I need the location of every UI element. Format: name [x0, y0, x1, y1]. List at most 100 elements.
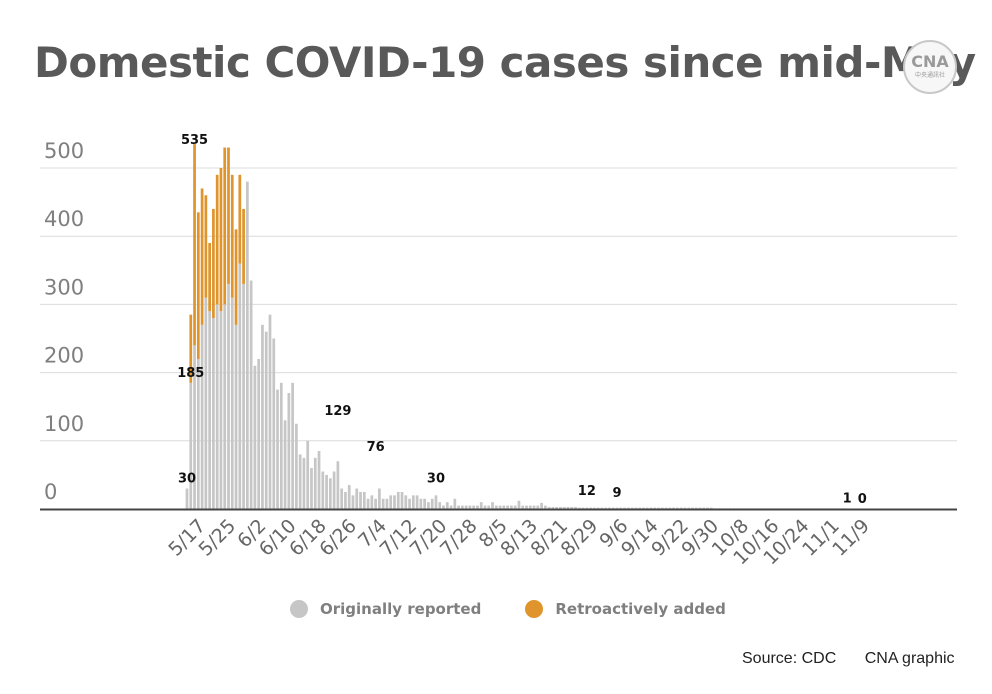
bar-original — [227, 283, 230, 509]
bar-original — [698, 507, 702, 509]
bar-retro — [215, 174, 219, 305]
legend-label-retro: Retroactively added — [555, 600, 726, 618]
bar-original — [694, 507, 698, 509]
data-label: 129 — [324, 404, 351, 419]
bar-original — [547, 506, 551, 509]
bar-original — [340, 488, 344, 509]
bar-original — [706, 507, 709, 509]
bar-original — [344, 491, 347, 509]
bar-original — [449, 505, 453, 509]
bar-original — [525, 505, 528, 509]
bar-original — [366, 498, 370, 509]
bar-original — [634, 507, 638, 509]
bar-original — [325, 474, 328, 509]
bar-original — [389, 495, 393, 509]
bar-retro — [212, 208, 215, 319]
bar-original — [215, 304, 219, 509]
bar-original — [562, 506, 566, 509]
bar-original — [581, 507, 585, 509]
bar-original — [264, 331, 268, 509]
bar-original — [672, 507, 675, 509]
chart-title: Domestic COVID-19 cases since mid-May — [34, 38, 976, 87]
bar-original — [196, 358, 200, 509]
bar-original — [574, 506, 577, 509]
y-tick-label: 400 — [44, 207, 84, 231]
bar-original — [310, 468, 313, 509]
bar-retro — [227, 147, 230, 284]
bar-original — [691, 507, 694, 509]
bar-original — [295, 423, 298, 509]
bar-original — [664, 507, 668, 509]
bar-retro — [196, 212, 200, 359]
data-label: 30 — [178, 472, 196, 487]
y-tick-label: 500 — [44, 139, 84, 163]
cna-logo-subtext: 中央通訊社 — [914, 73, 945, 79]
bar-original — [408, 498, 411, 509]
data-label: 12 — [578, 484, 596, 499]
bar-original — [679, 507, 683, 509]
data-label: 30 — [427, 472, 445, 487]
bar-original — [540, 502, 543, 509]
bar-original — [396, 491, 400, 509]
bar-original — [630, 507, 634, 509]
bar-original — [306, 440, 310, 509]
legend-item-original: Originally reported — [290, 600, 481, 618]
bar-original — [212, 318, 215, 509]
bar-original — [287, 393, 291, 509]
bar-original — [468, 505, 472, 509]
bar-original — [434, 495, 438, 509]
bar-original — [185, 488, 189, 509]
bar-original — [566, 506, 570, 509]
bar-original — [619, 507, 623, 509]
source-text: Source: CDC — [742, 650, 837, 667]
bar-original — [257, 358, 261, 509]
bar-original — [272, 338, 276, 509]
bar-original — [302, 457, 306, 509]
bar-retro — [204, 195, 208, 298]
bar-original — [544, 505, 547, 509]
bar-original — [593, 507, 596, 509]
bar-original — [400, 491, 404, 509]
y-tick-label: 100 — [44, 412, 84, 436]
bar-original — [487, 505, 491, 509]
legend-swatch-original — [290, 600, 308, 618]
bar-original — [642, 507, 645, 509]
bar-retro — [200, 188, 204, 325]
bar-retro — [193, 144, 196, 346]
bar-original — [442, 505, 445, 509]
bar-original — [355, 488, 359, 509]
graphic-credit: CNA graphic — [864, 650, 955, 667]
bar-original — [464, 505, 468, 509]
bar-original — [596, 507, 600, 509]
bar-original — [430, 498, 434, 509]
bar-original — [457, 505, 460, 509]
bar-original — [370, 495, 374, 509]
bar-original — [381, 498, 385, 509]
chart-legend: Originally reported Retroactively added — [290, 600, 726, 618]
bar-original — [623, 507, 626, 509]
bar-original — [702, 507, 706, 509]
bar-original — [253, 365, 257, 509]
bar-original — [626, 507, 630, 509]
bar-original — [611, 507, 615, 509]
bar-original — [532, 505, 536, 509]
bar-original — [498, 505, 502, 509]
bar-original — [453, 498, 457, 509]
bar-original — [385, 498, 389, 509]
data-label: 185 — [177, 366, 204, 381]
bar-original — [208, 311, 211, 509]
cna-logo: CNA 中央通訊社 — [903, 40, 957, 94]
bar-original — [189, 382, 193, 509]
bar-original — [423, 498, 427, 509]
bar-original — [483, 505, 487, 509]
bar-original — [555, 506, 559, 509]
bar-original — [234, 324, 238, 509]
bar-original — [291, 382, 294, 509]
source-credit: Source: CDC CNA graphic — [742, 650, 955, 668]
bar-original — [279, 382, 283, 509]
bar-original — [551, 506, 555, 509]
bar-original — [479, 502, 483, 509]
bar-original — [608, 507, 611, 509]
bar-original — [298, 454, 302, 509]
bar-original — [494, 505, 498, 509]
